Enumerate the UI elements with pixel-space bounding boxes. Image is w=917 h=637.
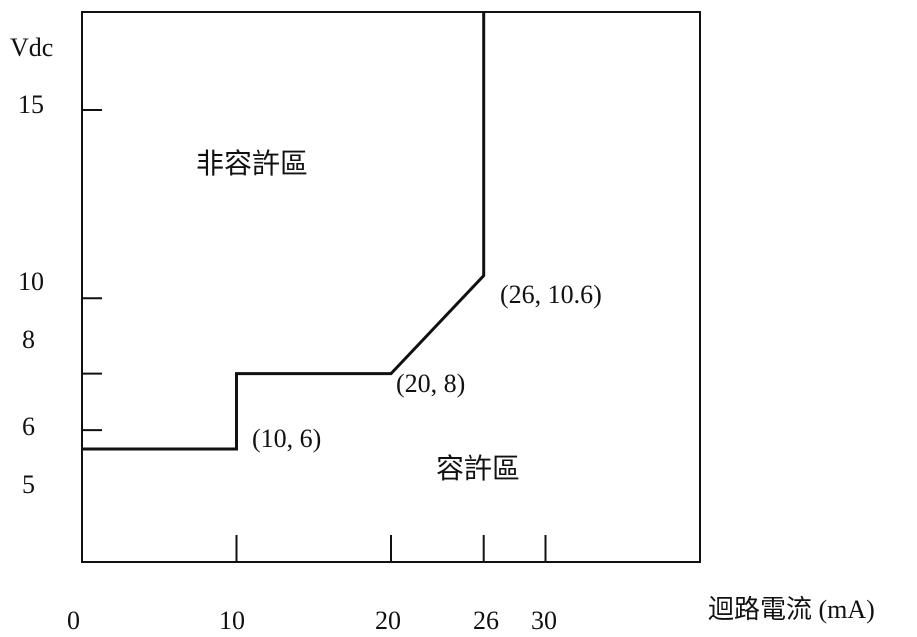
x-axis-label: 迴路電流 (mA) bbox=[708, 595, 875, 624]
x-tick-label-20: 20 bbox=[375, 606, 401, 632]
y-tick-label-6: 6 bbox=[22, 412, 35, 441]
annotation-point-20-8: (20, 8) bbox=[396, 369, 465, 398]
x-tick-label-26: 26 bbox=[473, 606, 499, 632]
y-axis-label: Vdc bbox=[10, 33, 53, 62]
x-tick-label-30: 30 bbox=[531, 606, 557, 632]
x-tick-label-0: 0 bbox=[67, 606, 80, 632]
y-tick-label-10: 10 bbox=[18, 267, 44, 296]
y-tick-label-5: 5 bbox=[22, 470, 35, 499]
x-tick-label-10: 10 bbox=[219, 606, 245, 632]
y-tick-label-15: 15 bbox=[18, 90, 44, 119]
plot-frame bbox=[82, 12, 700, 562]
annotation-point-26-10-6: (26, 10.6) bbox=[500, 280, 602, 309]
annotation-point-10-6: (10, 6) bbox=[252, 424, 321, 453]
region-label-non-permissible: 非容許區 bbox=[196, 148, 308, 180]
region-label-permissible: 容許區 bbox=[436, 453, 520, 485]
y-tick-label-8: 8 bbox=[22, 325, 35, 354]
